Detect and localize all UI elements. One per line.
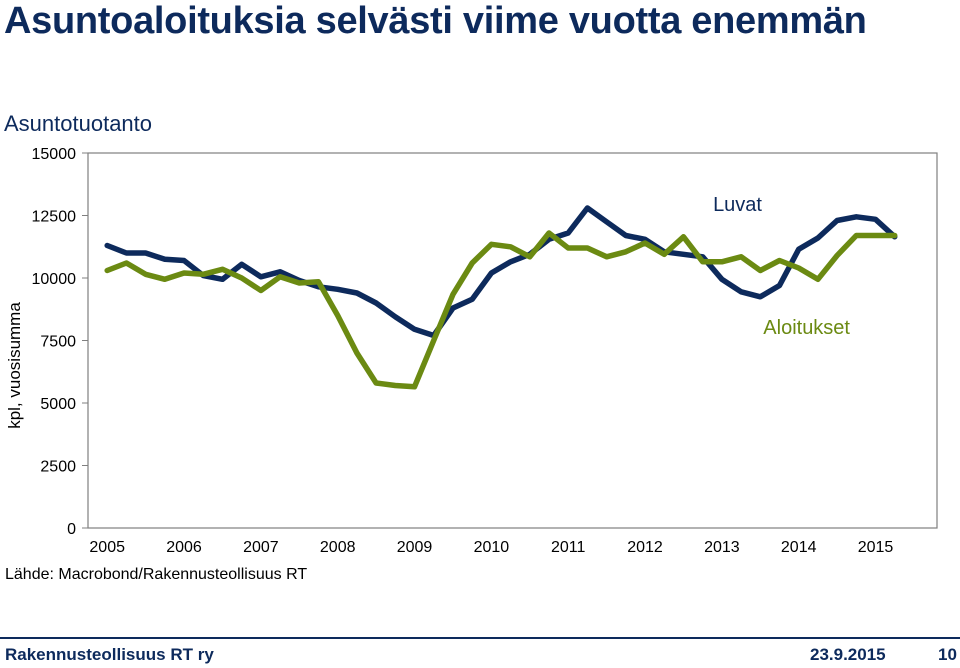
plot-frame [87,152,938,529]
chart-title: Asuntotuotanto [4,111,153,136]
y-tick-label: 7500 [40,334,76,351]
footer-organization: Rakennusteollisuus RT ry [5,645,214,664]
x-tick-label: 2011 [551,539,586,556]
x-tick-label: 2012 [627,539,663,556]
source-note: Lähde: Macrobond/Rakennusteollisuus RT [5,566,308,583]
footer-divider [0,637,960,639]
x-tick-label: 2007 [243,539,279,556]
footer-page-number: 10 [938,645,957,664]
x-tick-label: 2015 [858,539,894,556]
y-axis-title: kpl, vuosisumma [5,302,24,429]
series-line-luvat [104,205,898,339]
series-label-aloitukset: Aloitukset [763,317,850,339]
y-tick-label: 0 [67,521,76,538]
line-chart: 0 2500 5000 7500 10000 12500 15000 2005 2006 2007… [5,146,938,556]
x-tick-label: 2014 [781,539,817,556]
footer-date: 23.9.2015 [810,645,886,664]
x-tick-label: 2010 [474,539,510,556]
y-tick-label: 10000 [32,271,77,288]
x-tick-label: 2009 [397,539,433,556]
x-tick-label: 2005 [89,539,125,556]
y-tick-label: 12500 [32,209,77,226]
series-line-aloitukset [104,230,898,390]
y-tick-label: 5000 [40,396,76,413]
y-tick-label: 2500 [40,459,76,476]
labels-layer: Luvat Aloitukset [713,194,850,339]
slide-title: Asuntoaloituksia selvästi viime vuotta e… [4,0,867,42]
x-tick-label: 2008 [320,539,356,556]
axes-layer: 0 2500 5000 7500 10000 12500 15000 2005 2006 2007… [5,146,938,556]
series-layer [104,205,898,390]
series-label-luvat: Luvat [713,194,762,216]
x-tick-label: 2013 [704,539,740,556]
x-tick-label: 2006 [166,539,202,556]
y-tick-label: 15000 [32,146,77,163]
